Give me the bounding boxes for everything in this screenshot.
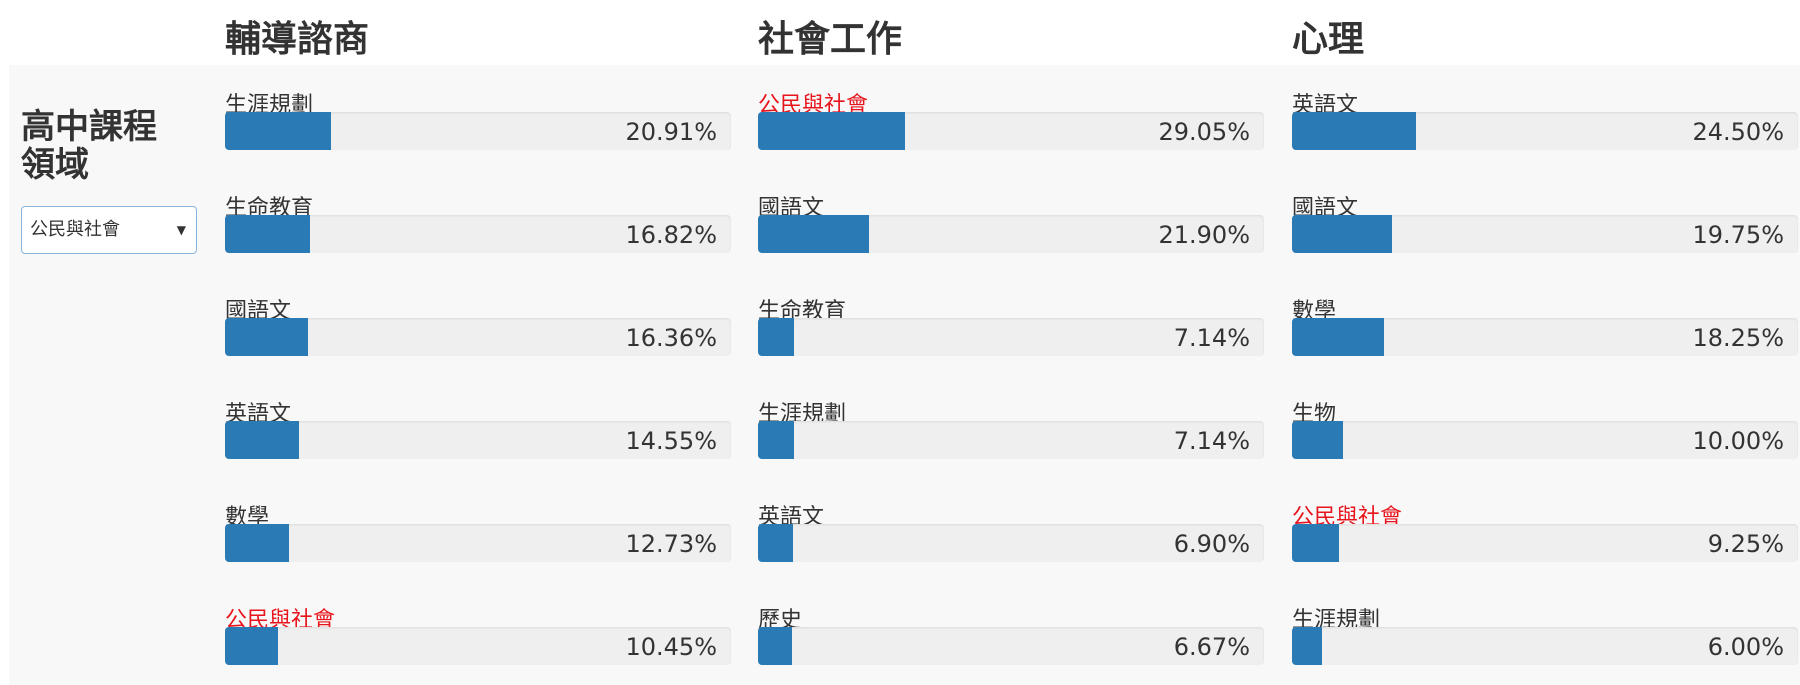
value-label: 24.50%	[1692, 118, 1784, 146]
bar-track: 21.90%	[758, 215, 1264, 253]
value-label: 18.25%	[1692, 324, 1784, 352]
value-label: 29.05%	[1158, 118, 1250, 146]
chart-title: 社會工作	[758, 19, 903, 60]
bar	[758, 112, 905, 150]
bar	[758, 421, 795, 459]
bar-track: 10.45%	[225, 627, 731, 665]
value-label: 14.55%	[625, 427, 717, 455]
value-label: 20.91%	[625, 118, 717, 146]
value-label: 16.36%	[625, 324, 717, 352]
value-label: 10.45%	[625, 633, 717, 661]
bar-track: 16.36%	[225, 318, 731, 356]
bar-track: 6.90%	[758, 524, 1264, 562]
bar	[1292, 318, 1385, 356]
filter-label: 高中課程領域	[21, 107, 157, 185]
bar-track: 9.25%	[1292, 524, 1798, 562]
bar-track: 20.91%	[225, 112, 731, 150]
chart-title: 輔導諮商	[225, 19, 370, 60]
bar-track: 7.14%	[758, 318, 1264, 356]
bar-track: 10.00%	[1292, 421, 1798, 459]
bar	[758, 627, 792, 665]
bar	[758, 215, 869, 253]
bar	[225, 627, 278, 665]
value-label: 9.25%	[1707, 530, 1784, 558]
dropdown-value[interactable]: 公民與社會	[30, 219, 120, 240]
value-label: 7.14%	[1173, 427, 1250, 455]
bar	[1292, 627, 1323, 665]
bar	[225, 112, 331, 150]
panel	[9, 65, 1800, 685]
value-label: 21.90%	[1158, 221, 1250, 249]
value-label: 6.00%	[1707, 633, 1784, 661]
value-label: 16.82%	[625, 221, 717, 249]
bar	[225, 318, 308, 356]
bar-track: 19.75%	[1292, 215, 1798, 253]
value-label: 10.00%	[1692, 427, 1784, 455]
bar-track: 12.73%	[225, 524, 731, 562]
bar	[1292, 215, 1392, 253]
bar	[225, 421, 299, 459]
bar	[225, 524, 290, 562]
bar-track: 7.14%	[758, 421, 1264, 459]
value-label: 12.73%	[625, 530, 717, 558]
bar-track: 24.50%	[1292, 112, 1798, 150]
chart-title: 心理	[1292, 19, 1365, 60]
bar-track: 6.67%	[758, 627, 1264, 665]
dropdown-arrow[interactable]: ▼	[176, 223, 186, 237]
bar	[1292, 112, 1416, 150]
bar-track: 18.25%	[1292, 318, 1798, 356]
bar	[758, 318, 795, 356]
bar-track: 6.00%	[1292, 627, 1798, 665]
bar	[758, 524, 793, 562]
value-label: 6.67%	[1173, 633, 1250, 661]
value-label: 19.75%	[1692, 221, 1784, 249]
bar	[1292, 524, 1339, 562]
bar-track: 29.05%	[758, 112, 1264, 150]
bar	[1292, 421, 1343, 459]
value-label: 6.90%	[1173, 530, 1250, 558]
bar-track: 16.82%	[225, 215, 731, 253]
dropdown[interactable]: 公民與社會 ▼	[21, 206, 197, 254]
value-label: 7.14%	[1173, 324, 1250, 352]
bar	[225, 215, 311, 253]
bar-track: 14.55%	[225, 421, 731, 459]
